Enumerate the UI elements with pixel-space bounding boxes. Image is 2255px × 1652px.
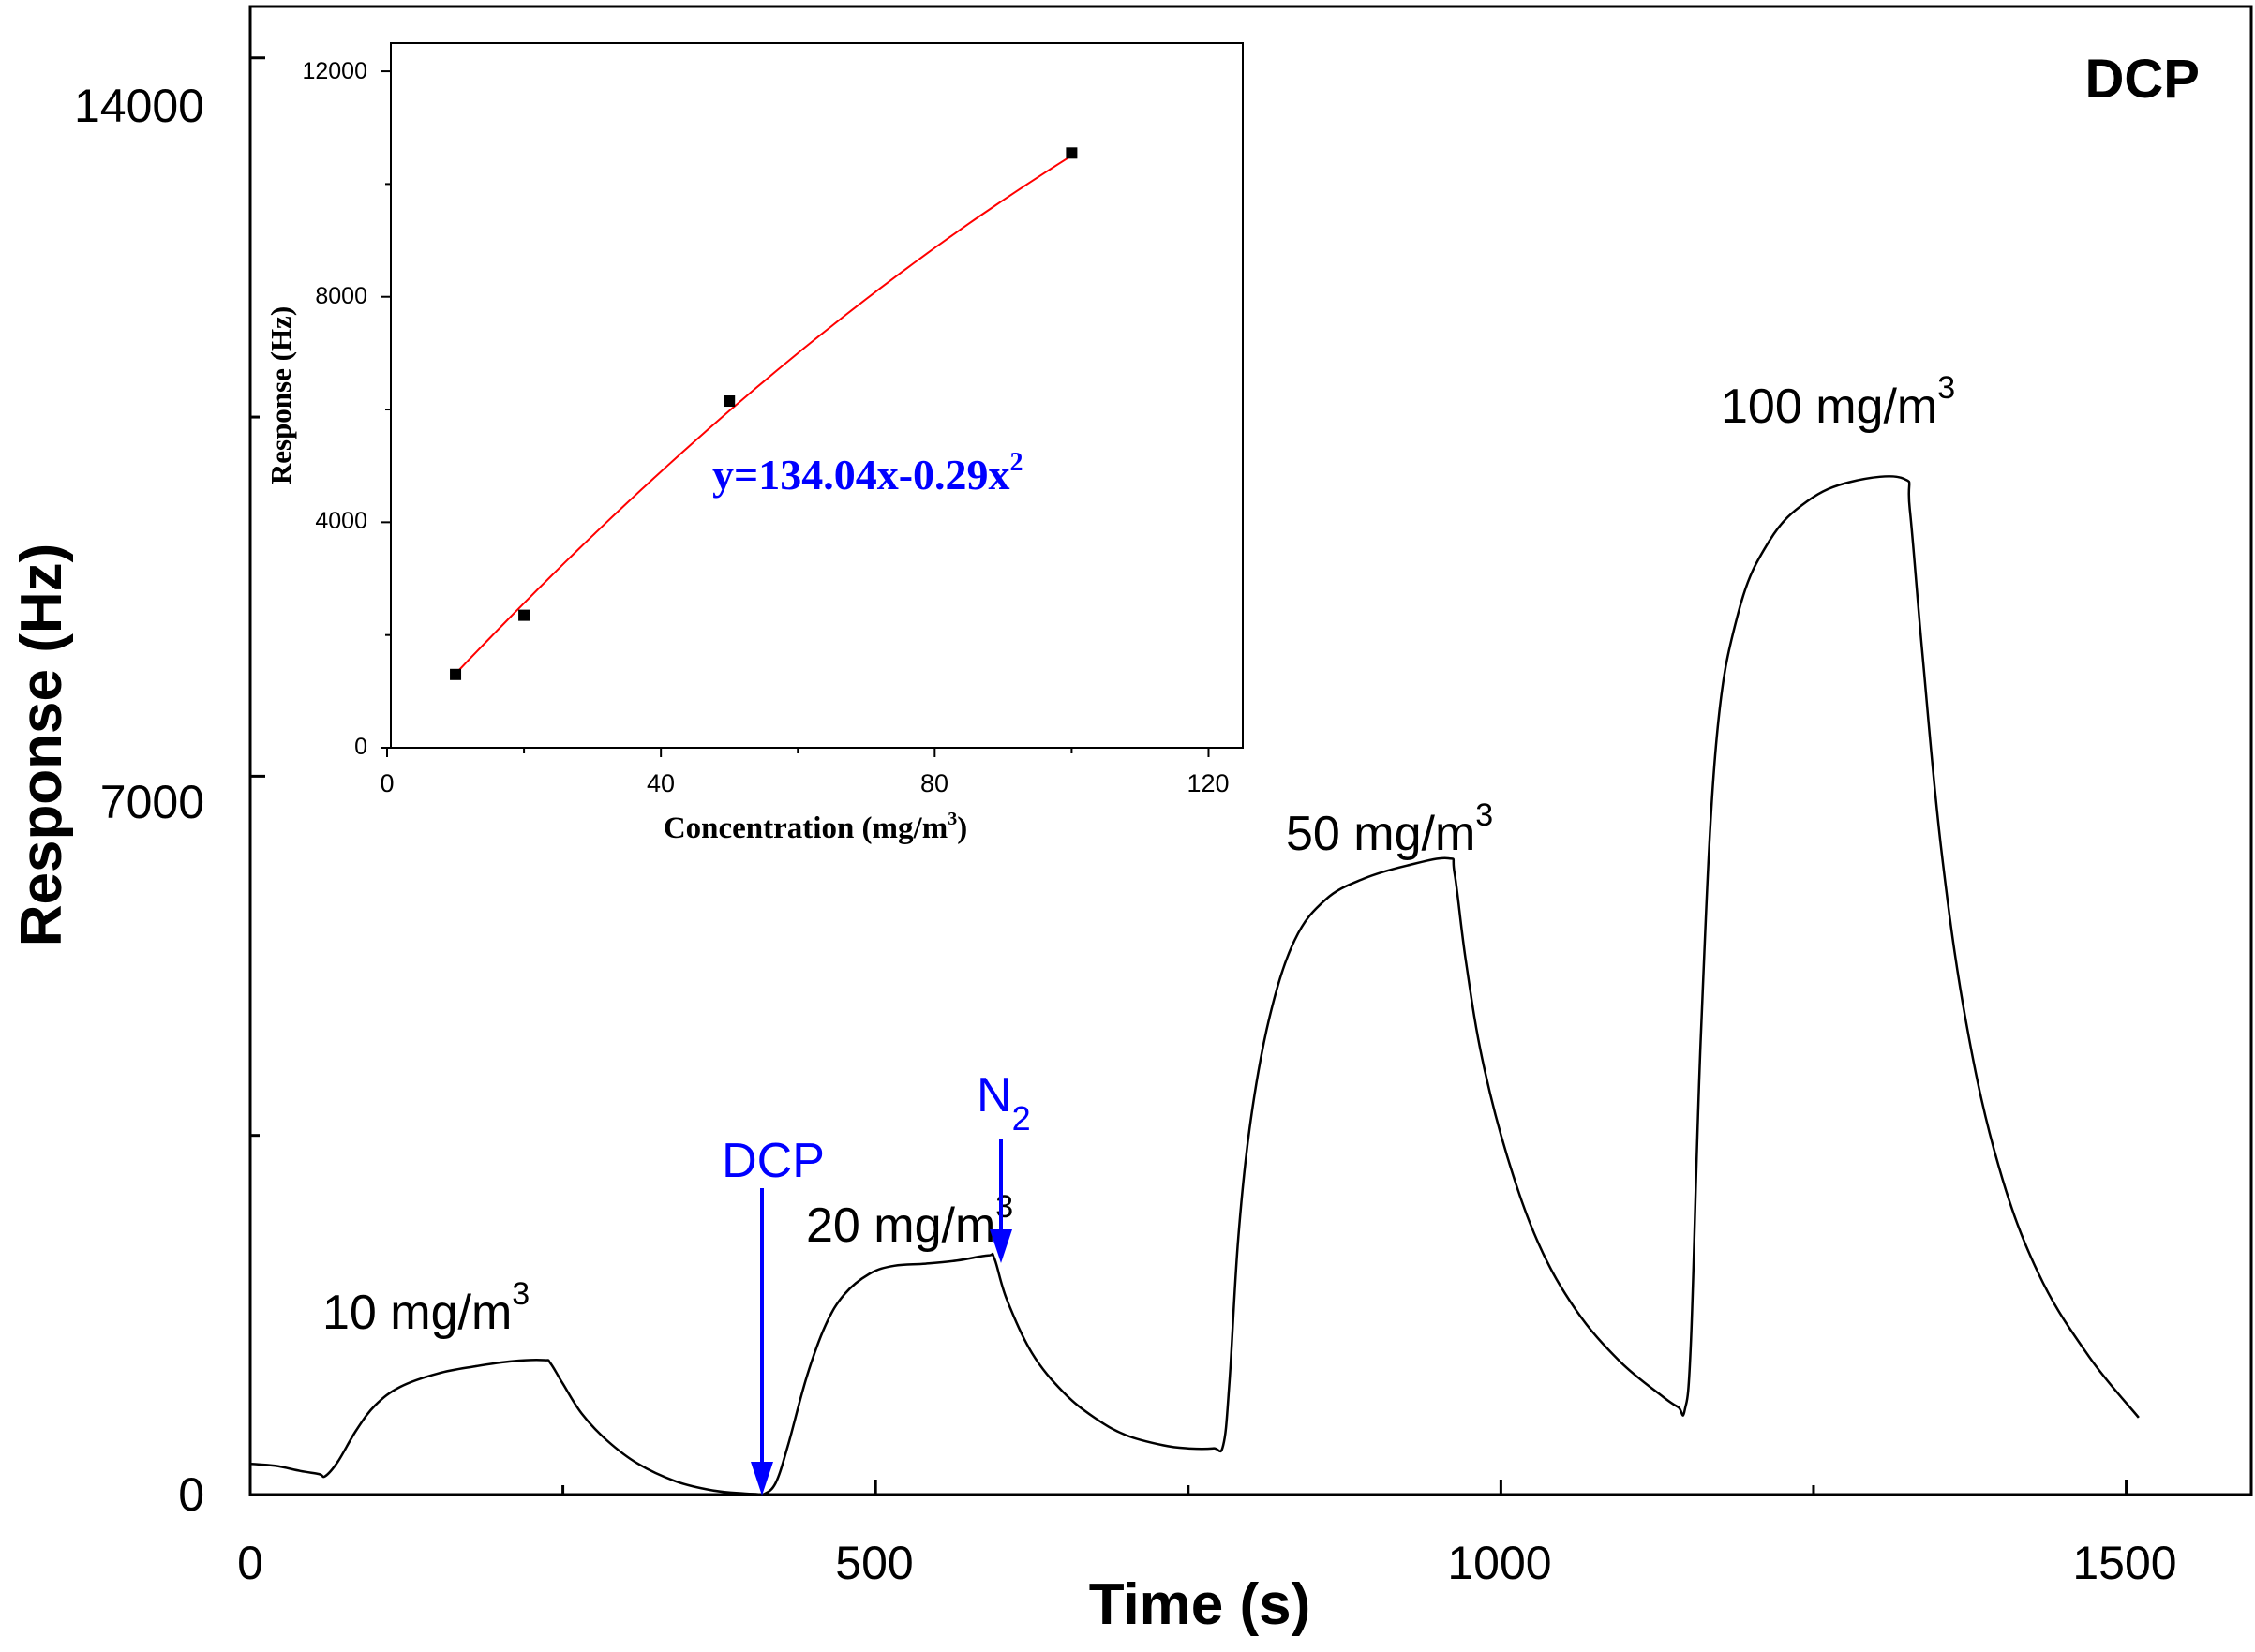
y-axis-title: Response (Hz) [9, 543, 74, 947]
inset-point-20 [518, 609, 530, 621]
x-axis-title: Time (s) [1089, 1572, 1311, 1637]
inset-fit-curve [455, 155, 1072, 675]
inset-point-10 [450, 668, 462, 680]
dcp-arrow-head [751, 1462, 773, 1496]
y-tick-label-7000: 7000 [100, 776, 204, 828]
inset-x-tick-label-0: 0 [380, 769, 394, 797]
inset-y-tick-label-12000: 12000 [302, 58, 367, 84]
inset-axis-marks [381, 70, 1210, 757]
inset-y-tick-label-0: 0 [354, 734, 367, 760]
inset-fit-label: y=134.04x-0.29x2 [712, 448, 1023, 499]
chart-title: DCP [2085, 49, 2200, 110]
main-axis-marks [248, 56, 2128, 1496]
y-tick-label-0: 0 [178, 1468, 204, 1521]
annotation-100: 100 mg/m3 [1721, 370, 1955, 434]
inset-x-tick-label-80: 80 [920, 769, 948, 797]
main-plot-frame [248, 5, 2253, 1496]
y-tick-label-14000: 14000 [74, 80, 204, 132]
inset-plot-frame [390, 42, 1244, 749]
main-response-curve [249, 475, 2140, 1497]
inset-y-axis-title: Response (Hz) [264, 306, 297, 484]
annotation-n2: N2 [977, 1068, 1031, 1138]
x-tick-label-1000: 1000 [1447, 1537, 1551, 1589]
x-tick-label-1500: 1500 [2072, 1537, 2176, 1589]
inset-x-tick-label-120: 120 [1187, 769, 1229, 797]
inset-x-tick-label-40: 40 [647, 769, 675, 797]
inset-y-tick-label-4000: 4000 [315, 508, 367, 534]
n2-arrow-head [990, 1229, 1012, 1263]
inset-points [450, 147, 1078, 680]
annotation-dcp: DCP [722, 1134, 825, 1188]
annotation-10: 10 mg/m3 [322, 1276, 530, 1340]
annotation-20: 20 mg/m3 [806, 1189, 1013, 1253]
inset-x-axis-title: Concentration (mg/m3) [664, 809, 967, 845]
inset-point-100 [1066, 147, 1078, 159]
inset-point-50 [724, 395, 736, 408]
inset-y-tick-label-8000: 8000 [315, 283, 367, 309]
annotation-50: 50 mg/m3 [1286, 797, 1493, 861]
x-tick-label-0: 0 [237, 1537, 263, 1589]
x-tick-label-500: 500 [835, 1537, 913, 1589]
